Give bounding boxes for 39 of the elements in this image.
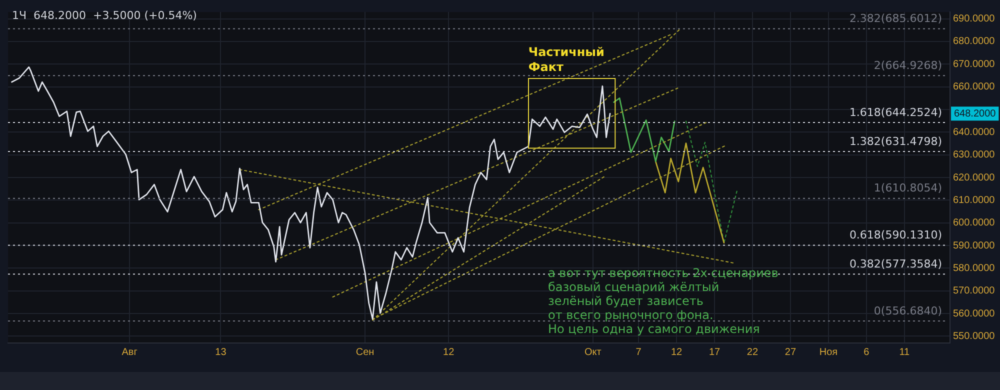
x-tick-label: 13 xyxy=(215,346,227,358)
ref-line-label: 0(556.6840) xyxy=(874,304,942,318)
y-tick-label: 620.0000 xyxy=(953,172,996,184)
x-tick-label: Ноя xyxy=(819,346,838,358)
ref-line-label: 1.618(644.2524) xyxy=(849,106,942,119)
ref-line-label: 2.382(685.6012) xyxy=(849,12,942,26)
x-tick-label: 7 xyxy=(636,346,642,358)
ref-line-label: 1.382(631.4798) xyxy=(849,134,942,148)
y-tick-label: 670.0000 xyxy=(953,58,996,70)
x-tick-label: 17 xyxy=(708,346,720,358)
x-tick-label: Авг xyxy=(122,346,138,358)
y-tick-label: 570.0000 xyxy=(953,286,996,297)
y-tick-label: 690.0000 xyxy=(953,14,996,25)
x-tick-label: 12 xyxy=(670,346,683,358)
ref-line-label: 0.618(590.1310) xyxy=(849,228,942,242)
y-tick-label: 560.0000 xyxy=(953,308,996,320)
x-tick-label: 11 xyxy=(899,346,910,358)
x-tick-label: 12 xyxy=(443,346,455,358)
annotation: а вот тут вероятность 2х сценариев базовый сценарий жёлтый зелёный будет зависеть от всего рыночного фона. Но цель одна у самого движения xyxy=(548,266,778,336)
y-tick-label: 580.0000 xyxy=(953,262,996,274)
y-tick-label: 590.0000 xyxy=(953,240,996,252)
x-tick-label: 6 xyxy=(864,346,870,358)
y-tick-label: 610.0000 xyxy=(953,194,996,206)
y-tick-label: 600.0000 xyxy=(953,218,996,229)
annotation: Частичный Факт xyxy=(528,44,604,74)
y-tick-label: 680.0000 xyxy=(953,36,996,48)
ref-line-label: 1(610.8054) xyxy=(874,182,942,195)
y-tick-label: 550.0000 xyxy=(953,330,996,342)
ref-line-label: 2(664.9268) xyxy=(874,59,942,72)
text: 648.2000 xyxy=(954,108,996,120)
x-tick-label: Окт xyxy=(584,346,602,358)
y-tick-label: 660.0000 xyxy=(953,82,996,93)
chart-title: 1Ч 648.2000 +3.5000 (+0.54%) xyxy=(12,8,197,22)
x-tick-label: 22 xyxy=(746,346,758,358)
x-tick-label: Сен xyxy=(356,346,374,358)
ref-line-label: 0.382(577.3584) xyxy=(849,258,942,271)
x-tick-label: 27 xyxy=(784,346,796,358)
y-tick-label: 640.0000 xyxy=(953,126,996,138)
y-tick-label: 630.0000 xyxy=(953,150,996,161)
